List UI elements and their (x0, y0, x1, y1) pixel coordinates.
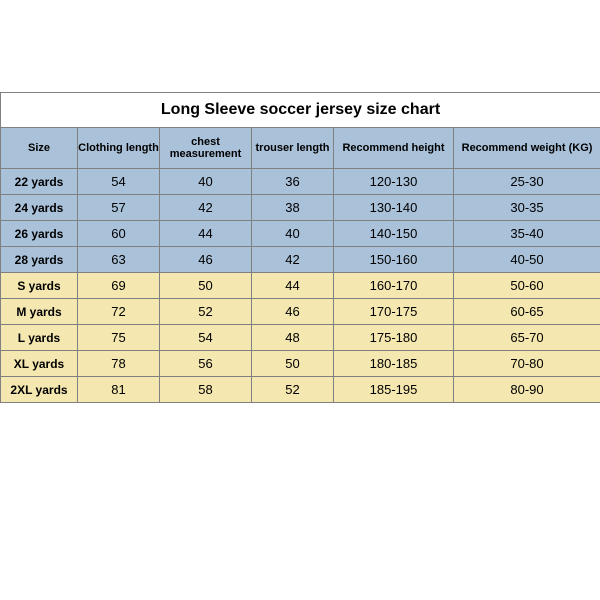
cell-tlen: 38 (252, 195, 334, 221)
cell-rweight: 65-70 (454, 325, 600, 351)
cell-rheight: 120-130 (334, 169, 454, 195)
cell-rweight: 80-90 (454, 377, 600, 403)
cell-rweight: 70-80 (454, 351, 600, 377)
cell-clen: 54 (78, 169, 160, 195)
cell-rweight: 60-65 (454, 299, 600, 325)
cell-tlen: 40 (252, 221, 334, 247)
cell-rheight: 150-160 (334, 247, 454, 273)
col-clothing-length: Clothing length (78, 128, 160, 169)
cell-size: 28 yards (1, 247, 78, 273)
header-row: Size Clothing length chest measurement t… (1, 128, 600, 169)
cell-chest: 58 (160, 377, 252, 403)
col-recommend-weight: Recommend weight (KG) (454, 128, 600, 169)
title-row: Long Sleeve soccer jersey size chart (1, 93, 600, 128)
cell-tlen: 36 (252, 169, 334, 195)
cell-tlen: 44 (252, 273, 334, 299)
cell-chest: 40 (160, 169, 252, 195)
table-row: M yards725246170-17560-65 (1, 299, 600, 325)
cell-rweight: 35-40 (454, 221, 600, 247)
cell-rheight: 180-185 (334, 351, 454, 377)
cell-rweight: 25-30 (454, 169, 600, 195)
cell-clen: 63 (78, 247, 160, 273)
cell-chest: 54 (160, 325, 252, 351)
cell-rweight: 40-50 (454, 247, 600, 273)
table-row: L yards755448175-18065-70 (1, 325, 600, 351)
cell-clen: 75 (78, 325, 160, 351)
cell-clen: 78 (78, 351, 160, 377)
cell-tlen: 52 (252, 377, 334, 403)
cell-rheight: 160-170 (334, 273, 454, 299)
col-recommend-height: Recommend height (334, 128, 454, 169)
cell-tlen: 50 (252, 351, 334, 377)
table-row: 22 yards544036120-13025-30 (1, 169, 600, 195)
cell-rweight: 50-60 (454, 273, 600, 299)
cell-size: M yards (1, 299, 78, 325)
table-row: 24 yards574238130-14030-35 (1, 195, 600, 221)
size-chart-container: Long Sleeve soccer jersey size chart Siz… (0, 92, 600, 403)
cell-chest: 52 (160, 299, 252, 325)
cell-tlen: 48 (252, 325, 334, 351)
table-row: 26 yards604440140-15035-40 (1, 221, 600, 247)
cell-chest: 50 (160, 273, 252, 299)
cell-chest: 42 (160, 195, 252, 221)
cell-rheight: 170-175 (334, 299, 454, 325)
col-trouser-length: trouser length (252, 128, 334, 169)
cell-clen: 69 (78, 273, 160, 299)
table-row: 2XL yards815852185-19580-90 (1, 377, 600, 403)
cell-clen: 81 (78, 377, 160, 403)
table-row: 28 yards634642150-16040-50 (1, 247, 600, 273)
cell-size: 24 yards (1, 195, 78, 221)
cell-size: 22 yards (1, 169, 78, 195)
cell-size: 2XL yards (1, 377, 78, 403)
cell-chest: 44 (160, 221, 252, 247)
cell-rheight: 140-150 (334, 221, 454, 247)
cell-size: S yards (1, 273, 78, 299)
col-chest: chest measurement (160, 128, 252, 169)
table-row: S yards695044160-17050-60 (1, 273, 600, 299)
table-body: 22 yards544036120-13025-3024 yards574238… (1, 169, 600, 403)
cell-size: 26 yards (1, 221, 78, 247)
chart-title: Long Sleeve soccer jersey size chart (1, 93, 600, 128)
table-row: XL yards785650180-18570-80 (1, 351, 600, 377)
col-size: Size (1, 128, 78, 169)
cell-clen: 57 (78, 195, 160, 221)
cell-chest: 46 (160, 247, 252, 273)
cell-size: XL yards (1, 351, 78, 377)
size-chart-table: Long Sleeve soccer jersey size chart Siz… (0, 92, 600, 403)
cell-clen: 60 (78, 221, 160, 247)
cell-chest: 56 (160, 351, 252, 377)
cell-size: L yards (1, 325, 78, 351)
cell-tlen: 46 (252, 299, 334, 325)
cell-rheight: 175-180 (334, 325, 454, 351)
cell-clen: 72 (78, 299, 160, 325)
cell-tlen: 42 (252, 247, 334, 273)
cell-rheight: 130-140 (334, 195, 454, 221)
cell-rheight: 185-195 (334, 377, 454, 403)
cell-rweight: 30-35 (454, 195, 600, 221)
